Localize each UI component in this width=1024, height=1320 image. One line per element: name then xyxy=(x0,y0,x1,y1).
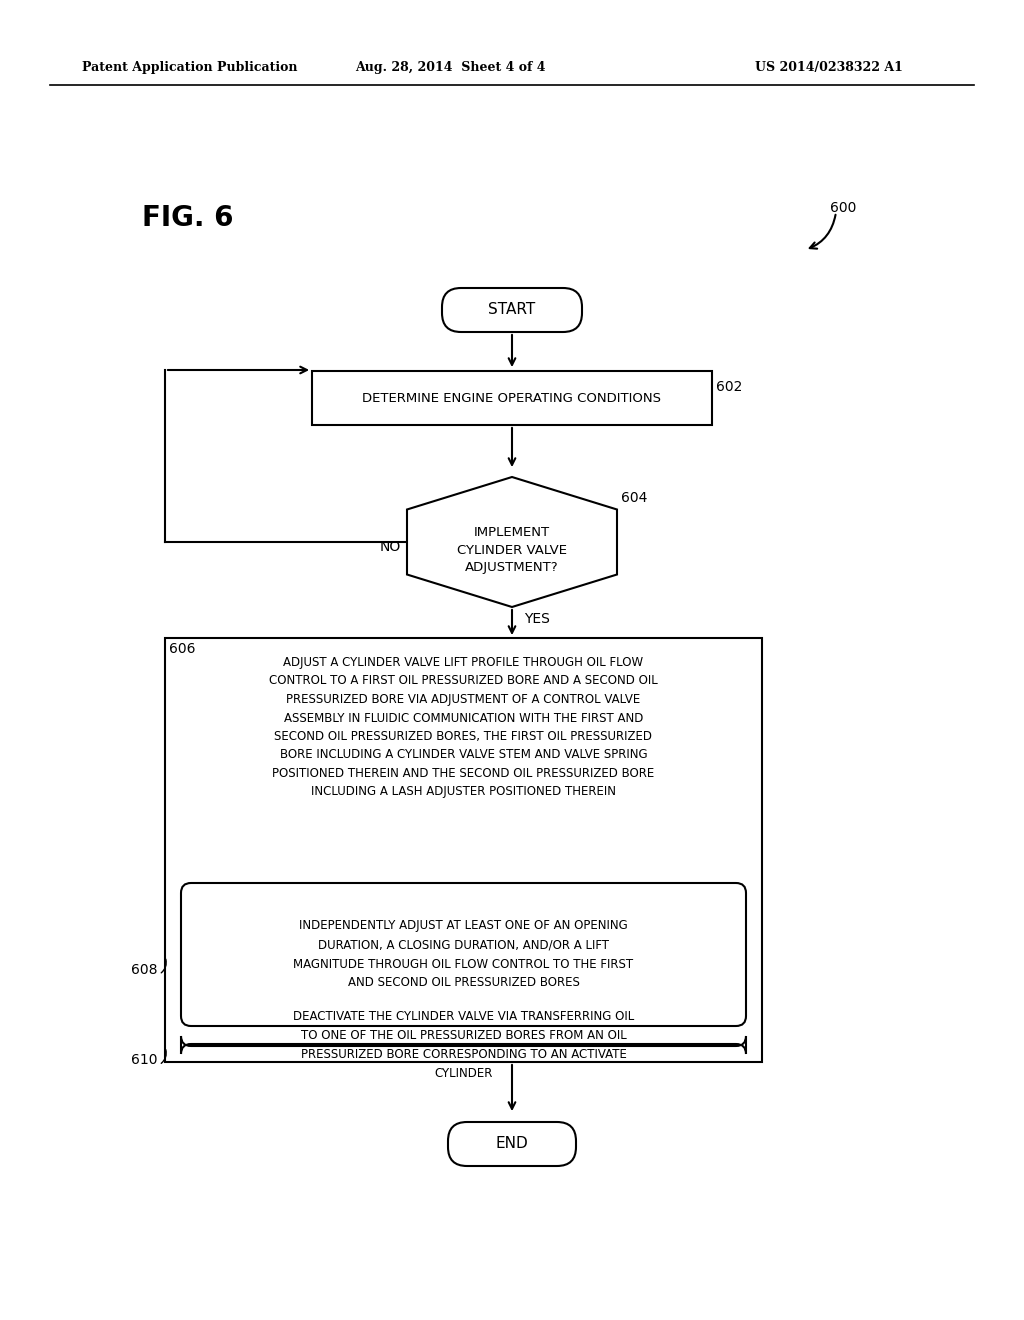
FancyBboxPatch shape xyxy=(449,1122,575,1166)
Text: 608: 608 xyxy=(130,962,157,977)
Text: NO: NO xyxy=(380,540,401,554)
Text: 604: 604 xyxy=(621,491,647,506)
FancyBboxPatch shape xyxy=(442,288,582,333)
Text: 602: 602 xyxy=(716,380,742,393)
Text: 610: 610 xyxy=(130,1053,157,1067)
Text: Aug. 28, 2014  Sheet 4 of 4: Aug. 28, 2014 Sheet 4 of 4 xyxy=(354,62,545,74)
Text: YES: YES xyxy=(524,612,550,626)
Text: INDEPENDENTLY ADJUST AT LEAST ONE OF AN OPENING
DURATION, A CLOSING DURATION, AN: INDEPENDENTLY ADJUST AT LEAST ONE OF AN … xyxy=(294,920,634,990)
Text: 606: 606 xyxy=(169,642,196,656)
Text: IMPLEMENT: IMPLEMENT xyxy=(474,525,550,539)
FancyBboxPatch shape xyxy=(181,883,746,1026)
FancyBboxPatch shape xyxy=(165,638,762,1063)
Text: ADJUSTMENT?: ADJUSTMENT? xyxy=(465,561,559,574)
Text: CYLINDER VALVE: CYLINDER VALVE xyxy=(457,544,567,557)
Polygon shape xyxy=(407,477,617,607)
Text: END: END xyxy=(496,1137,528,1151)
Text: Patent Application Publication: Patent Application Publication xyxy=(82,62,298,74)
Text: DEACTIVATE THE CYLINDER VALVE VIA TRANSFERRING OIL
TO ONE OF THE OIL PRESSURIZED: DEACTIVATE THE CYLINDER VALVE VIA TRANSF… xyxy=(293,1010,634,1080)
Text: US 2014/0238322 A1: US 2014/0238322 A1 xyxy=(755,62,903,74)
Text: 600: 600 xyxy=(830,201,856,215)
Text: DETERMINE ENGINE OPERATING CONDITIONS: DETERMINE ENGINE OPERATING CONDITIONS xyxy=(362,392,662,404)
FancyBboxPatch shape xyxy=(312,371,712,425)
Text: ADJUST A CYLINDER VALVE LIFT PROFILE THROUGH OIL FLOW
CONTROL TO A FIRST OIL PRE: ADJUST A CYLINDER VALVE LIFT PROFILE THR… xyxy=(269,656,657,799)
Text: START: START xyxy=(488,302,536,318)
Text: FIG. 6: FIG. 6 xyxy=(142,205,233,232)
FancyBboxPatch shape xyxy=(181,1036,746,1053)
